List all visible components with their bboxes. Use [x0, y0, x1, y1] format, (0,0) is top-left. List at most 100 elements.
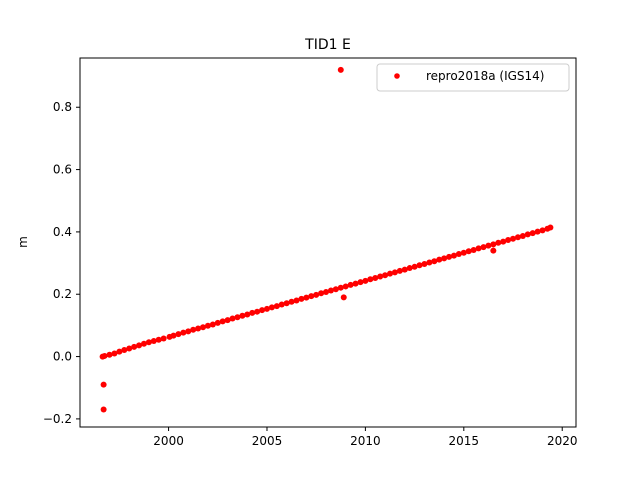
- data-point: [337, 66, 344, 73]
- data-point: [180, 329, 187, 336]
- data-point: [249, 309, 256, 316]
- data-point: [293, 297, 300, 304]
- data-point: [465, 248, 472, 255]
- data-point: [145, 339, 152, 346]
- data-point: [303, 294, 310, 301]
- data-point: [431, 258, 438, 265]
- y-tick-label: 0.8: [53, 100, 72, 114]
- data-point: [372, 275, 379, 282]
- data-point: [318, 290, 325, 297]
- legend-marker: [394, 73, 400, 79]
- data-point: [239, 312, 246, 319]
- data-point: [416, 262, 423, 269]
- data-point: [446, 253, 453, 260]
- data-point: [377, 273, 384, 280]
- data-point: [313, 291, 320, 298]
- data-point: [539, 227, 546, 234]
- y-tick-label: 0.6: [53, 163, 72, 177]
- data-point: [510, 235, 517, 242]
- data-point: [170, 332, 177, 339]
- data-point: [347, 281, 354, 288]
- data-point: [480, 244, 487, 251]
- data-point: [106, 351, 113, 358]
- data-point: [485, 242, 492, 249]
- data-point: [254, 308, 261, 315]
- x-tick-label: 2015: [449, 434, 480, 448]
- data-point: [209, 321, 216, 328]
- data-point: [441, 255, 448, 262]
- data-point: [244, 311, 251, 318]
- data-point: [490, 247, 497, 254]
- data-point: [475, 245, 482, 252]
- data-point: [357, 279, 364, 286]
- data-point: [534, 228, 541, 235]
- data-point: [150, 337, 157, 344]
- data-point: [273, 303, 280, 310]
- data-point: [396, 267, 403, 274]
- data-point: [219, 318, 226, 325]
- data-point: [175, 331, 182, 338]
- legend-box: [376, 63, 570, 92]
- data-point: [470, 246, 477, 253]
- data-point: [298, 295, 305, 302]
- data-point: [283, 300, 290, 307]
- y-axis: −0.2 0.0 0.2 0.4 0.6 0.8: [43, 100, 80, 426]
- data-point: [495, 239, 502, 246]
- data-point: [514, 234, 521, 241]
- legend-label: repro2018a (IGS14): [426, 69, 544, 83]
- chart-title: TID1 E: [304, 37, 351, 53]
- data-point: [140, 340, 147, 347]
- data-point: [155, 336, 162, 343]
- data-point: [288, 298, 295, 305]
- data-point: [529, 230, 536, 237]
- data-point: [268, 304, 275, 311]
- data-point: [401, 266, 408, 273]
- data-point: [136, 342, 143, 349]
- data-point: [450, 252, 457, 259]
- data-point: [505, 237, 512, 244]
- data-point: [224, 317, 231, 324]
- x-tick-label: 2010: [350, 434, 381, 448]
- data-point: [352, 280, 359, 287]
- data-point: [323, 289, 330, 296]
- data-point: [337, 284, 344, 291]
- data-point: [411, 263, 418, 270]
- data-point: [116, 348, 123, 355]
- data-point: [490, 241, 497, 248]
- data-point: [332, 286, 339, 293]
- x-tick-label: 2020: [547, 434, 578, 448]
- data-point: [436, 256, 443, 263]
- data-point: [460, 249, 467, 256]
- plot-area: [79, 57, 577, 428]
- data-point: [391, 269, 398, 276]
- data-point: [524, 231, 531, 238]
- data-point: [190, 326, 197, 333]
- x-axis: 2000 2005 2010 2015 2020: [153, 427, 577, 448]
- data-point: [259, 307, 266, 314]
- data-point: [382, 272, 389, 279]
- data-point: [185, 328, 192, 335]
- data-point: [340, 294, 347, 301]
- data-point: [131, 343, 138, 350]
- x-tick-label: 2005: [252, 434, 283, 448]
- data-point: [426, 259, 433, 266]
- data-point: [421, 261, 428, 267]
- data-point: [100, 406, 107, 413]
- y-tick-label: 0.2: [53, 287, 72, 301]
- data-point: [519, 232, 526, 239]
- y-tick-label: 0.0: [53, 350, 72, 364]
- data-point: [500, 238, 507, 245]
- data-point: [195, 325, 202, 332]
- axes-frame: [79, 57, 577, 428]
- data-point: [121, 347, 128, 354]
- data-point: [308, 293, 315, 300]
- data-point: [362, 277, 369, 284]
- data-point: [455, 251, 462, 258]
- data-point: [204, 322, 211, 329]
- data-point: [234, 314, 241, 321]
- data-point: [126, 345, 133, 352]
- data-point: [100, 381, 107, 388]
- data-point: [160, 335, 167, 342]
